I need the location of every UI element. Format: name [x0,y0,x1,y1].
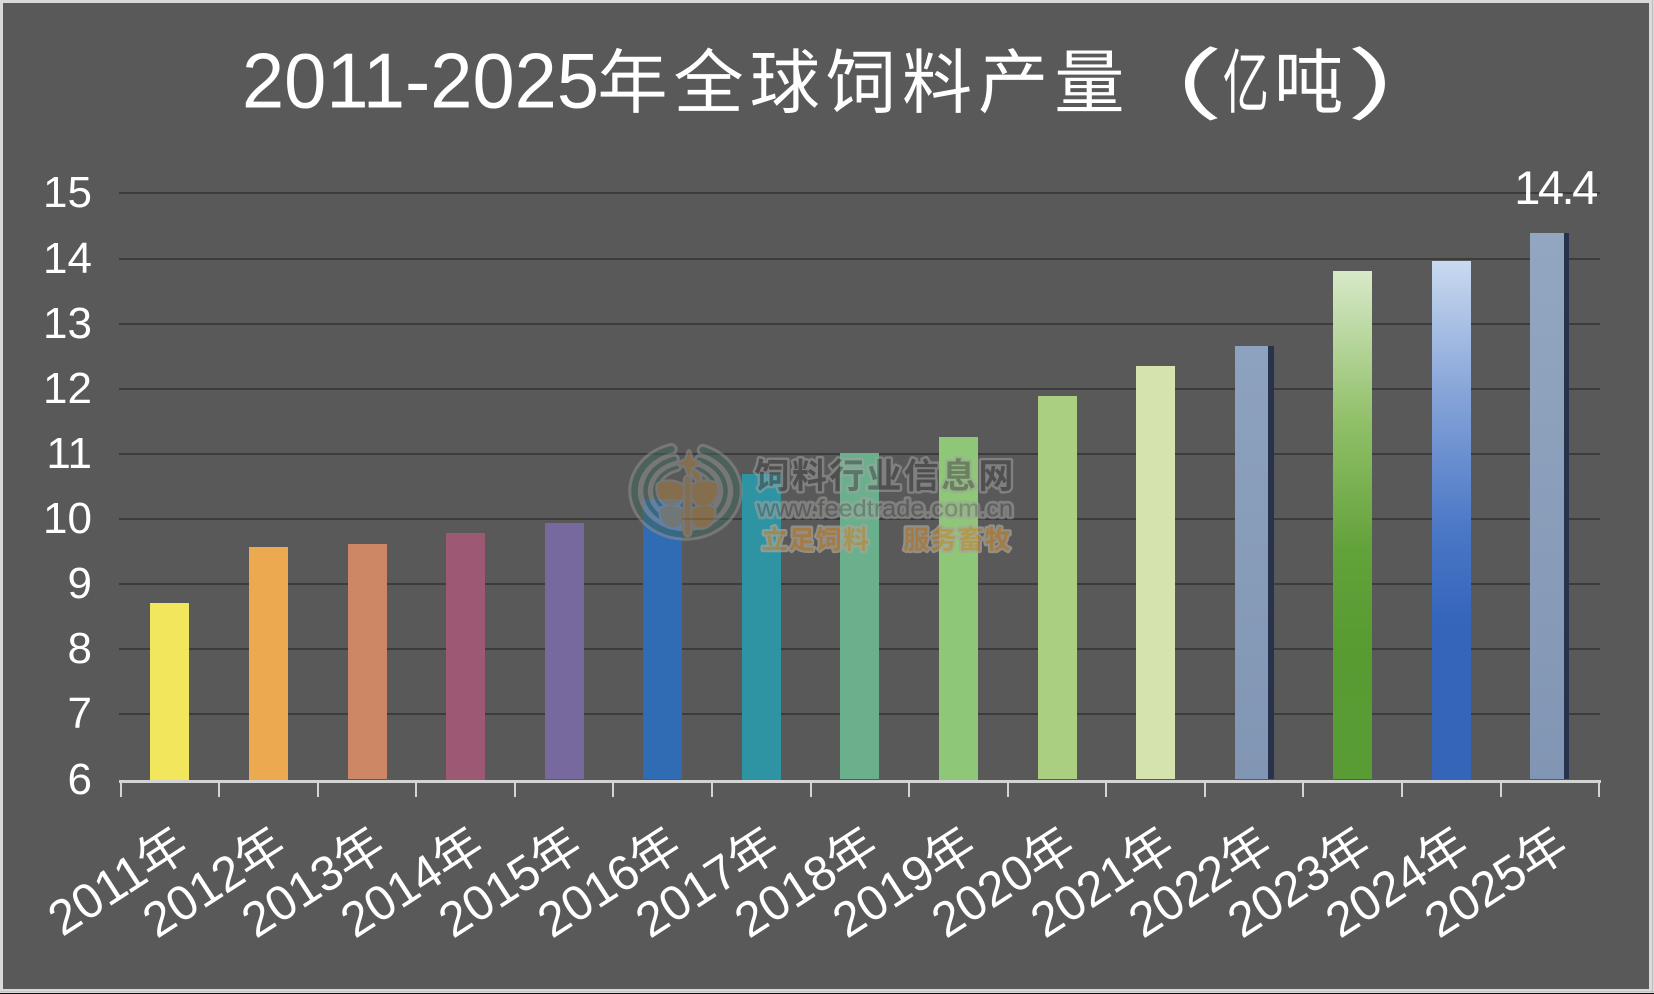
svg-text:2011-2025: 2011-2025 [242,37,599,125]
svg-text:www.feedtrade.com.cn: www.feedtrade.com.cn [756,496,1013,523]
svg-text:www.feedtrade.com.cn: www.feedtrade.com.cn [756,496,1013,523]
